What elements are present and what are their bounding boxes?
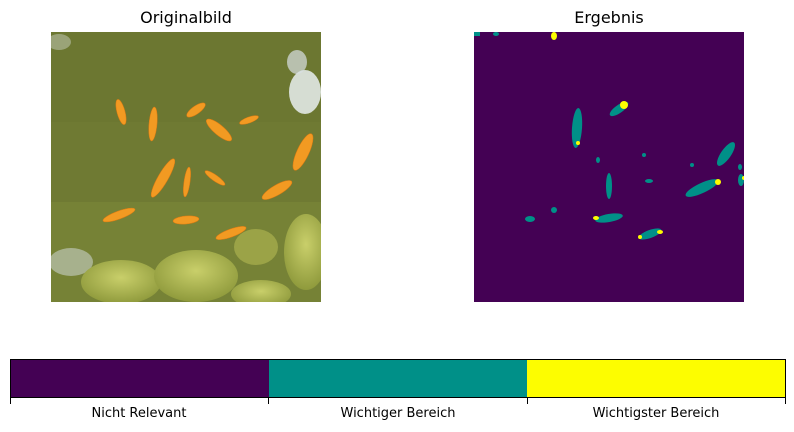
original-image: [51, 32, 321, 302]
colorbar-segment-important: [269, 360, 527, 397]
result-image: [474, 32, 744, 302]
colorbar-tick: [268, 398, 269, 404]
original-image-title: Originalbild: [140, 8, 232, 27]
colorbar-tick: [785, 398, 786, 404]
result-image-title: Ergebnis: [574, 8, 644, 27]
colorbar-tick: [527, 398, 528, 404]
colorbar-segment-most-important: [527, 360, 785, 397]
colorbar: [10, 359, 786, 398]
colorbar-segment-not-relevant: [11, 360, 269, 397]
colorbar-label-important: Wichtiger Bereich: [340, 406, 456, 421]
colorbar-tick: [10, 398, 11, 404]
colorbar-label-most-important: Wichtigster Bereich: [592, 406, 720, 421]
colorbar-label-not-relevant: Nicht Relevant: [91, 406, 187, 421]
